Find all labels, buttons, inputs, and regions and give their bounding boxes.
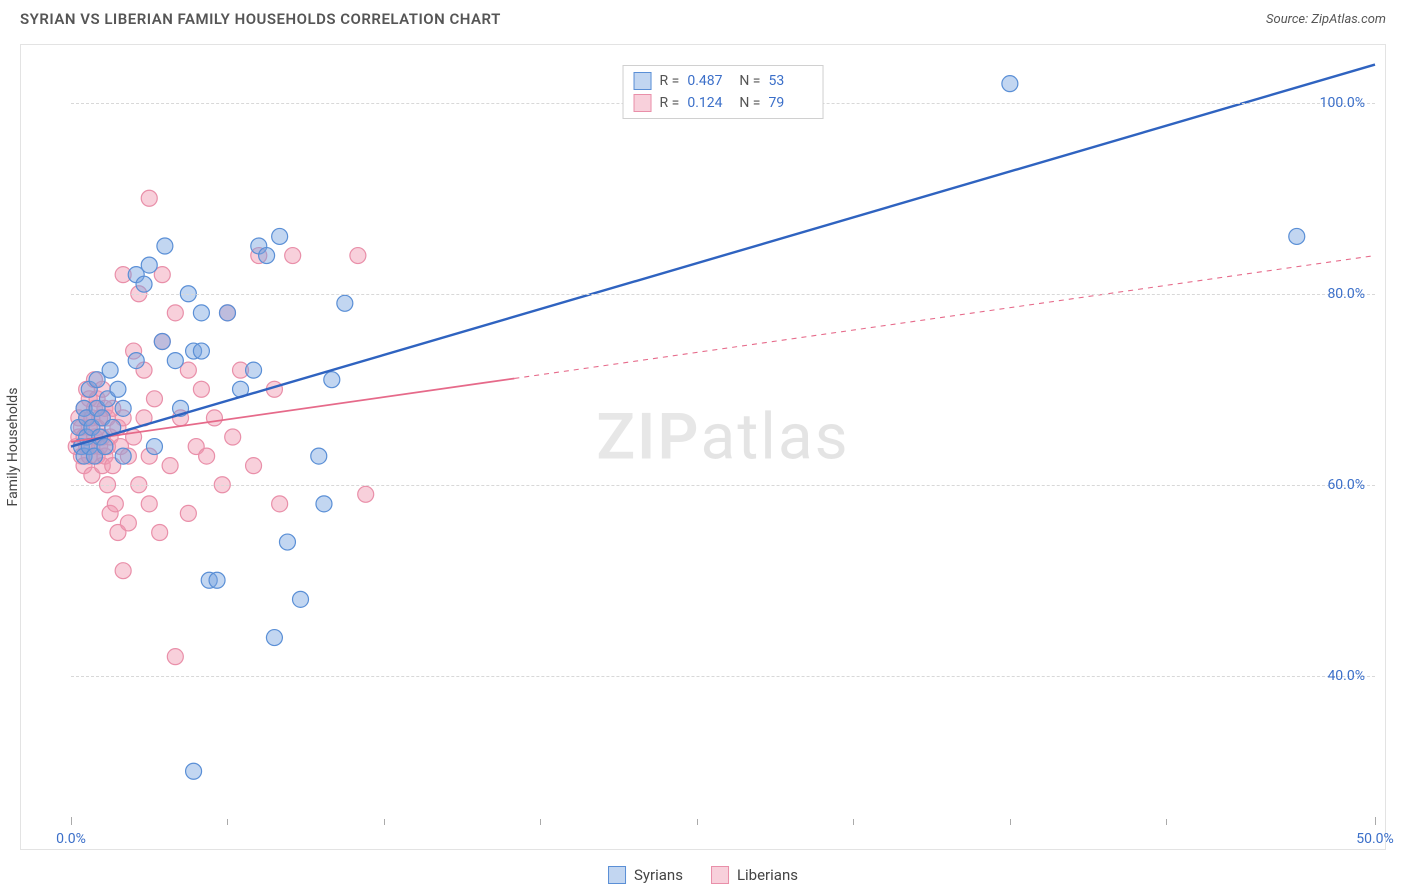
scatter-point — [107, 496, 123, 512]
legend-n-label: N = — [739, 73, 760, 89]
y-tick-label: 100.0% — [1320, 95, 1365, 111]
scatter-point — [293, 591, 309, 607]
scatter-point — [316, 496, 332, 512]
scatter-point — [199, 448, 215, 464]
scatter-point — [115, 448, 131, 464]
scatter-point — [180, 505, 196, 521]
regression-line — [71, 378, 514, 441]
scatter-point — [246, 362, 262, 378]
scatter-point — [272, 496, 288, 512]
scatter-point — [115, 400, 131, 416]
chart-container: Family Households ZIPatlas R = 0.487 N =… — [20, 44, 1386, 850]
scatter-point — [167, 353, 183, 369]
legend-r-label: R = — [660, 73, 680, 89]
scatter-point — [154, 334, 170, 350]
chart-source: Source: ZipAtlas.com — [1266, 12, 1386, 27]
scatter-point — [167, 649, 183, 665]
swatch-syrians — [608, 866, 626, 884]
scatter-point — [167, 305, 183, 321]
scatter-point — [152, 525, 168, 541]
scatter-point — [141, 190, 157, 206]
legend-r-label: R = — [660, 95, 680, 111]
legend-r-value-liberians: 0.124 — [687, 95, 731, 111]
scatter-point — [97, 439, 113, 455]
scatter-point — [337, 295, 353, 311]
scatter-point — [311, 448, 327, 464]
scatter-point — [259, 248, 275, 264]
legend-row-liberians: R = 0.124 N = 79 — [634, 92, 813, 114]
scatter-point — [128, 353, 144, 369]
legend-n-value-syrians: 53 — [768, 73, 812, 89]
regression-line-dashed — [514, 256, 1375, 379]
y-tick-label: 80.0% — [1327, 286, 1365, 302]
scatter-point — [120, 515, 136, 531]
y-axis-label: Family Households — [5, 388, 21, 507]
legend-series: Syrians Liberians — [608, 866, 798, 884]
scatter-point — [193, 343, 209, 359]
legend-series-label: Liberians — [737, 866, 798, 884]
scatter-point — [209, 572, 225, 588]
legend-item-syrians: Syrians — [608, 866, 683, 884]
x-tick-label: 0.0% — [56, 831, 86, 847]
scatter-point — [146, 391, 162, 407]
x-tick-label: 50.0% — [1356, 831, 1394, 847]
scatter-point — [219, 305, 235, 321]
scatter-point — [193, 305, 209, 321]
legend-correlation: R = 0.487 N = 53 R = 0.124 N = 79 — [623, 65, 824, 119]
scatter-point — [162, 458, 178, 474]
scatter-point — [225, 429, 241, 445]
scatter-point — [279, 534, 295, 550]
legend-item-liberians: Liberians — [711, 866, 798, 884]
legend-n-label: N = — [739, 95, 760, 111]
scatter-point — [141, 257, 157, 273]
swatch-syrians — [634, 72, 652, 90]
scatter-point — [266, 630, 282, 646]
scatter-point — [193, 381, 209, 397]
scatter-point — [246, 458, 262, 474]
scatter-point — [272, 228, 288, 244]
legend-r-value-syrians: 0.487 — [687, 73, 731, 89]
scatter-point — [324, 372, 340, 388]
scatter-point — [146, 439, 162, 455]
scatter-point — [186, 763, 202, 779]
legend-row-syrians: R = 0.487 N = 53 — [634, 70, 813, 92]
scatter-point — [285, 248, 301, 264]
scatter-point — [102, 362, 118, 378]
legend-series-label: Syrians — [634, 866, 683, 884]
scatter-point — [157, 238, 173, 254]
scatter-point — [206, 410, 222, 426]
chart-title: SYRIAN VS LIBERIAN FAMILY HOUSEHOLDS COR… — [20, 10, 501, 28]
scatter-point — [136, 276, 152, 292]
plot-area: ZIPatlas R = 0.487 N = 53 R = 0.124 N = … — [71, 55, 1375, 819]
scatter-point — [350, 248, 366, 264]
scatter-point — [110, 381, 126, 397]
swatch-liberians — [634, 94, 652, 112]
plot-svg — [71, 55, 1375, 819]
y-tick-label: 60.0% — [1327, 477, 1365, 493]
legend-n-value-liberians: 79 — [768, 95, 812, 111]
scatter-point — [115, 563, 131, 579]
scatter-point — [1002, 76, 1018, 92]
scatter-point — [358, 486, 374, 502]
scatter-point — [141, 496, 157, 512]
y-tick-label: 40.0% — [1327, 668, 1365, 684]
swatch-liberians — [711, 866, 729, 884]
scatter-point — [1289, 228, 1305, 244]
